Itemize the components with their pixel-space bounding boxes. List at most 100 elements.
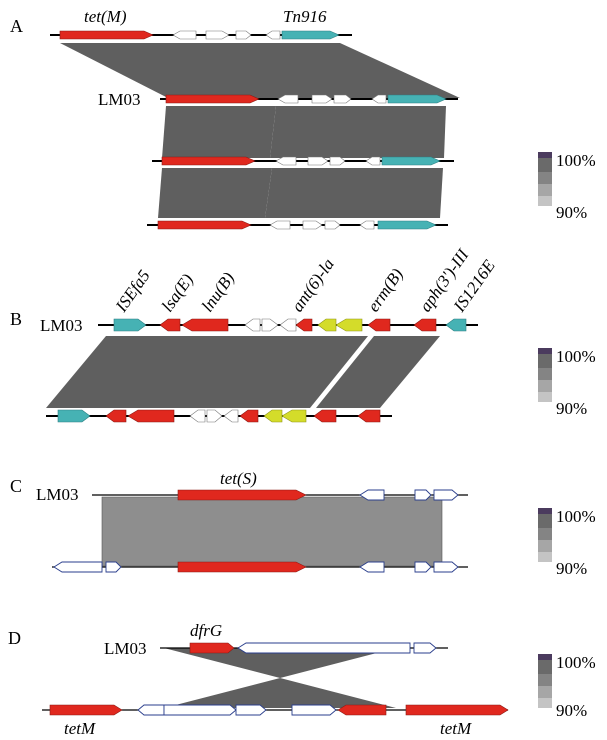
panel-a-tn916-arrow-2 [387, 94, 447, 104]
identity-legend-step [538, 660, 552, 674]
panel-a-orf-arrow [172, 30, 197, 40]
panel-a-orf-arrow [329, 156, 346, 166]
panel-a-orf-arrow [333, 94, 352, 104]
panel-c-label-tets: tet(S) [220, 469, 257, 488]
panel-a-tetm-arrow-2 [165, 94, 260, 104]
panel-a-letter: A [10, 16, 23, 36]
panel-a: A [10, 7, 596, 230]
panel-a-legend-max: 100% [556, 151, 596, 170]
panel-a-band-1 [60, 43, 460, 98]
panel-b-letter: B [10, 309, 22, 329]
panel-a-orf-arrow [275, 156, 297, 166]
panel-b-orf-arrow [279, 318, 297, 332]
identity-legend-step [538, 528, 552, 540]
identity-legend-step [538, 196, 552, 206]
panel-c-orf-arrow [359, 489, 385, 501]
panel-a-tetm-arrow-1 [59, 30, 154, 40]
panel-b-lnub-arrow-2 [127, 409, 175, 423]
panel-d-label-dfrg: dfrG [190, 621, 222, 640]
panel-d-letter: D [8, 628, 21, 648]
panel-b-orf-arrow [206, 409, 223, 423]
panel-a-orf-arrow [269, 220, 291, 230]
panel-b-yellow-arrow-1 [317, 318, 337, 332]
panel-a-orf-arrow [302, 220, 323, 230]
panel-a-band-3b [265, 168, 443, 218]
panel-b-orf-arrow [189, 409, 206, 423]
panel-a-orf-arrow [365, 156, 381, 166]
panel-a-orf-arrow [371, 94, 387, 104]
panel-b-lsae-arrow-2 [105, 409, 127, 423]
panel-d-dfrg-arrow-2 [337, 704, 387, 716]
panel-d-orf-arrow [291, 704, 337, 716]
identity-legend-step [538, 654, 552, 660]
panel-a-orf-arrow [311, 94, 333, 104]
panel-b-identity-legend: 100% 90% [538, 347, 596, 418]
panel-b-legend-min: 90% [556, 399, 587, 418]
panel-b-label-isefa5: ISEfa5 [111, 266, 154, 316]
panel-b-isefa5-arrow-1 [113, 318, 147, 332]
panel-b-aph3-arrow-1 [413, 318, 437, 332]
panel-c: C LM03 tet(S) 100% 90% [10, 469, 596, 578]
panel-a-legend-min: 90% [556, 203, 587, 222]
panel-a-band-2a [162, 106, 276, 158]
panel-d-tetm-arrow-right [405, 704, 509, 716]
panel-d-legend-max: 100% [556, 653, 596, 672]
panel-b-orf-arrow [261, 318, 279, 332]
panel-a-seq-label: LM03 [98, 90, 141, 109]
panel-c-identity-legend: 100% 90% [538, 507, 596, 578]
panel-d-tetm-arrow-left [49, 704, 123, 716]
panel-c-orf-arrow [433, 561, 459, 573]
panel-a-tetm-arrow-4 [157, 220, 252, 230]
panel-c-orf-arrow [433, 489, 459, 501]
identity-legend-step [538, 540, 552, 552]
panel-b-band-2 [316, 336, 440, 408]
panel-b-ant6-arrow-2 [239, 409, 259, 423]
panel-c-letter: C [10, 476, 22, 496]
identity-legend-step [538, 674, 552, 686]
panel-a-orf-arrow [265, 30, 281, 40]
identity-legend-step [538, 184, 552, 196]
panel-a-tn916-arrow-1 [281, 30, 340, 40]
panel-b-yellow-arrow-4 [281, 409, 307, 423]
panel-c-orf-arrow [53, 561, 103, 573]
panel-b-ermb-arrow-2 [313, 409, 337, 423]
panel-c-orf-arrow [414, 561, 432, 573]
panel-b-orf-arrow [223, 409, 239, 423]
panel-a-orf-arrow [235, 30, 252, 40]
panel-b-orf-arrow [244, 318, 261, 332]
panel-b-isefa5-arrow-2 [57, 409, 91, 423]
panel-b-label-lsae: lsa(E) [158, 270, 198, 315]
identity-legend-step [538, 514, 552, 528]
identity-legend-step [538, 172, 552, 184]
panel-b-seq-label: LM03 [40, 316, 83, 335]
panel-d-orf-arrow [237, 642, 411, 654]
panel-b-band-1 [46, 336, 368, 408]
panel-c-legend-min: 90% [556, 559, 587, 578]
panel-c-orf-arrow [359, 561, 385, 573]
panel-b-lnub-arrow-1 [181, 318, 229, 332]
panel-a-orf-arrow [359, 220, 375, 230]
identity-legend-step [538, 508, 552, 514]
panel-b-label-ant6: ant(6)-la [288, 255, 338, 315]
identity-legend-step [538, 368, 552, 380]
panel-c-orf-arrow [105, 561, 122, 573]
panel-a-orf-arrow [324, 220, 341, 230]
identity-legend-step [538, 158, 552, 172]
panel-b-label-lnub: lnu(B) [198, 269, 239, 316]
identity-legend-step [538, 152, 552, 158]
identity-legend-step [538, 380, 552, 392]
panel-a-label-tetm: tet(M) [84, 7, 127, 26]
panel-a-tn916-arrow-4 [377, 220, 437, 230]
panel-d-identity-legend: 100% 90% [538, 653, 596, 720]
panel-d: D LM03 dfrG tetM tetM 100% 90% [8, 621, 596, 738]
panel-a-tetm-arrow-3 [161, 156, 256, 166]
panel-a-orf-arrow [307, 156, 329, 166]
panel-a-orf-arrow [277, 94, 299, 104]
panel-c-tets-arrow-2 [177, 561, 307, 573]
panel-d-orf-arrow [163, 704, 237, 716]
identity-legend-step [538, 686, 552, 698]
panel-b-legend-max: 100% [556, 347, 596, 366]
panel-a-label-tn916: Tn916 [283, 7, 327, 26]
panel-d-seq-label: LM03 [104, 639, 147, 658]
panel-b-lsae-arrow-1 [159, 318, 181, 332]
